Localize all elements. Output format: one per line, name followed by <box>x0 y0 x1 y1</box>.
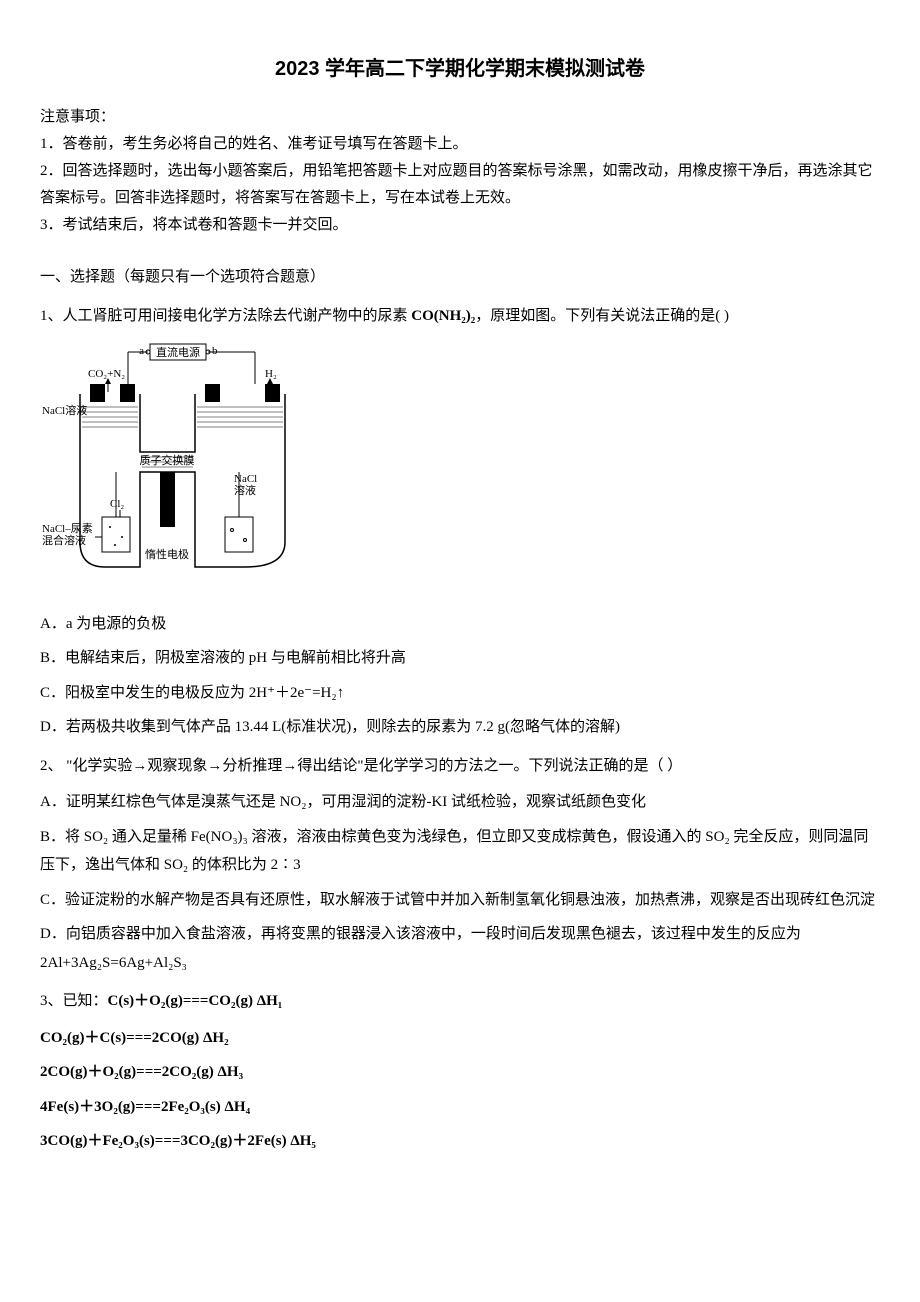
diagram-right-gas: H₂ <box>265 368 277 380</box>
diagram-a-label: a <box>139 345 144 357</box>
q1-stem-post: ，原理如图。下列有关说法正确的是( ) <box>475 308 729 324</box>
notice-item-3: 3．考试结束后，将本试卷和答题卡一并交回。 <box>40 212 880 239</box>
q3-eq-2: 2CO(g)＋O₂(g)===2CO₂(g) ΔH₃ <box>40 1058 880 1087</box>
q1-option-b: B．电解结束后，阴极室溶液的 pH 与电解前相比将升高 <box>40 644 880 673</box>
notice-section: 注意事项： 1．答卷前，考生务必将自己的姓名、准考证号填写在答题卡上。 2．回答… <box>40 104 880 239</box>
q2-option-b: B．将 SO₂ 通入足量稀 Fe(NO₃)₃ 溶液，溶液由棕黄色变为浅绿色，但立… <box>40 823 880 880</box>
diagram-nacl-right1: NaCl <box>234 473 257 485</box>
exam-title: 2023 学年高二下学期化学期末模拟测试卷 <box>40 50 880 88</box>
question-3-stem: 3、已知：C(s)＋O₂(g)===CO₂(g) ΔH₁ <box>40 987 880 1016</box>
q1-stem-pre: 1、人工肾脏可用间接电化学方法除去代谢产物中的尿素 <box>40 308 411 324</box>
q3-eq-3: 4Fe(s)＋3O₂(g)===2Fe₂O₃(s) ΔH₄ <box>40 1093 880 1122</box>
diagram-nacl-top: NaCl溶液 <box>42 403 87 417</box>
q1-option-d: D．若两极共收集到气体产品 13.44 L(标准状况)，则除去的尿素为 7.2 … <box>40 713 880 742</box>
q2-option-d: D．向铝质容器中加入食盐溶液，再将变黑的银器浸入该溶液中，一段时间后发现黑色褪去… <box>40 920 880 977</box>
q2-option-c: C．验证淀粉的水解产物是否具有还原性，取水解液于试管中并加入新制氢氧化铜悬浊液，… <box>40 886 880 915</box>
diagram-b-label: b <box>212 345 218 357</box>
question-2-stem: 2、 "化学实验→观察现象→分析推理→得出结论"是化学学习的方法之一。下列说法正… <box>40 752 880 781</box>
q3-eq-1: CO₂(g)＋C(s)===2CO(g) ΔH₂ <box>40 1024 880 1053</box>
q3-stem-text: 3、已知： <box>40 993 108 1009</box>
diagram-bottom-left1: NaCl–尿素 <box>42 522 93 535</box>
diagram-cl2: Cl₂ <box>110 498 124 510</box>
q1-option-a: A．a 为电源的负极 <box>40 610 880 639</box>
q3-eq-4: 3CO(g)＋Fe₂O₃(s)===3CO₂(g)＋2Fe(s) ΔH₅ <box>40 1127 880 1156</box>
diagram-nacl-right2: 溶液 <box>234 483 256 497</box>
diagram-membrane-label: 质子交换膜 <box>140 453 195 467</box>
q3-eq-0: C(s)＋O₂(g)===CO₂(g) ΔH₁ <box>108 993 283 1009</box>
q1-diagram: 直流电源 a b CO₂+N₂ H₂ 惰性电极 质子交换膜 <box>40 342 880 598</box>
diagram-bottom-left2: 混合溶液 <box>42 533 86 547</box>
notice-item-1: 1．答卷前，考生务必将自己的姓名、准考证号填写在答题卡上。 <box>40 131 880 158</box>
notice-item-2: 2．回答选择题时，选出每小题答案后，用铅笔把答题卡上对应题目的答案标号涂黑，如需… <box>40 158 880 212</box>
diagram-left-gas: CO₂+N₂ <box>88 368 125 380</box>
q1-option-c: C．阳极室中发生的电极反应为 2H⁺＋2e⁻=H₂↑ <box>40 679 880 708</box>
diagram-electrode-label: 惰性电极 <box>145 547 189 561</box>
section-1-header: 一、选择题（每题只有一个选项符合题意） <box>40 263 880 292</box>
question-1-stem: 1、人工肾脏可用间接电化学方法除去代谢产物中的尿素 CO(NH₂)₂，原理如图。… <box>40 302 880 331</box>
diagram-power-label: 直流电源 <box>156 345 200 359</box>
q1-formula: CO(NH₂)₂ <box>411 308 475 324</box>
notice-header: 注意事项： <box>40 104 880 131</box>
q2-option-a: A．证明某红棕色气体是溴蒸气还是 NO₂，可用湿润的淀粉-KI 试纸检验，观察试… <box>40 788 880 817</box>
